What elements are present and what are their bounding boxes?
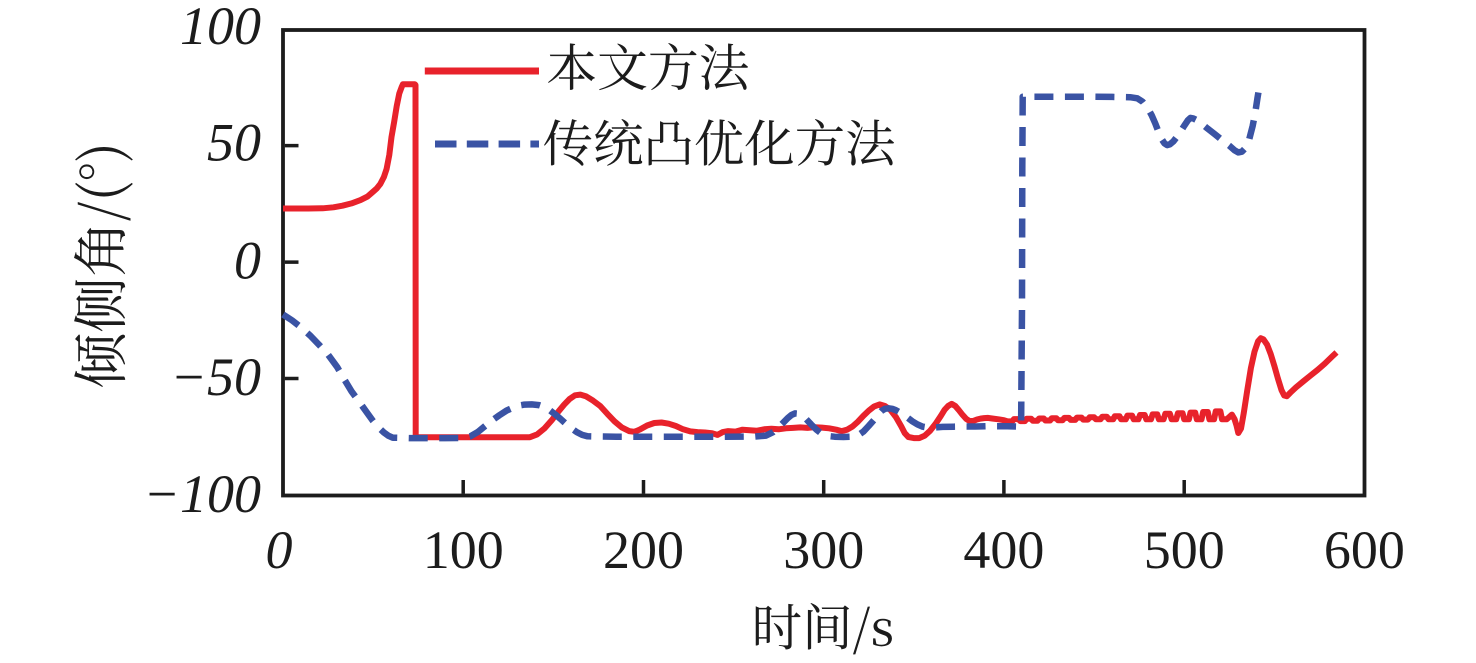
svg-text:100: 100	[423, 520, 504, 580]
svg-text:500: 500	[1144, 520, 1225, 580]
svg-text:100: 100	[180, 0, 261, 56]
svg-text:0: 0	[266, 520, 293, 580]
svg-text:50: 50	[207, 113, 261, 173]
svg-text:300: 300	[783, 520, 864, 580]
svg-text:200: 200	[603, 520, 684, 580]
svg-text:−100: −100	[144, 464, 261, 524]
svg-text:400: 400	[963, 520, 1044, 580]
svg-text:0: 0	[234, 231, 261, 291]
svg-text:−50: −50	[171, 347, 261, 407]
svg-text:600: 600	[1324, 520, 1405, 580]
